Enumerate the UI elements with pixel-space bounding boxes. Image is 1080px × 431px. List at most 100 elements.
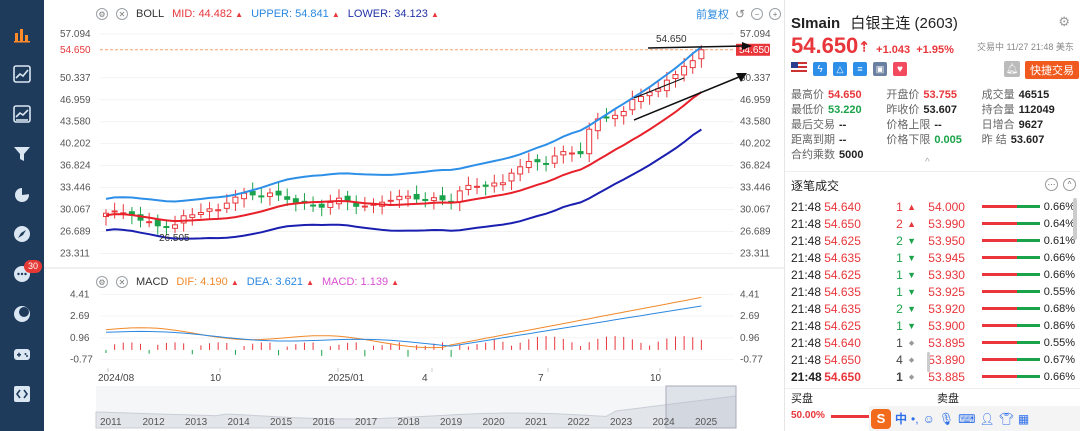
trend-icon[interactable] <box>10 62 34 86</box>
stat-label: 最高价 <box>791 89 824 101</box>
keyboard-icon[interactable]: ⌨ <box>958 411 976 426</box>
depth-bar <box>982 341 1041 344</box>
gamepad-icon[interactable] <box>10 342 34 366</box>
news-icon[interactable] <box>10 102 34 126</box>
person-icon[interactable]: 👤︎ <box>979 411 995 426</box>
trade-volume: 1 <box>896 267 903 282</box>
instrument-title: SImain 白银主连 (2603) <box>791 12 958 33</box>
boll-lower-value: 34.123 <box>394 8 428 20</box>
note-icon[interactable]: ▣ <box>873 62 887 76</box>
inner-scrollbar[interactable] <box>927 352 930 372</box>
settings-icon[interactable]: ⚙ <box>96 8 108 20</box>
trade-row[interactable]: 21:48 54.625 1 ▼ 53.900 0.86% <box>791 317 1075 334</box>
trade-row[interactable]: 21:48 54.635 2 ▼ 53.920 0.68% <box>791 300 1075 317</box>
trade-row[interactable]: 21:48 54.635 1 ▼ 53.925 0.55% <box>791 283 1075 300</box>
trades-list[interactable]: 21:48 54.640 1 ▲ 54.000 0.66% 21:48 54.650 2 ▲ 53.… <box>791 198 1075 385</box>
candle-up <box>586 128 593 155</box>
adjust-button[interactable]: 前复权 <box>696 9 729 21</box>
candle-up <box>620 110 627 117</box>
candle-up <box>551 155 558 164</box>
favorite-heart-icon[interactable]: ♥ <box>893 62 907 76</box>
trade-price: 54.635 <box>824 284 861 299</box>
candle-up <box>456 190 463 203</box>
filter-icon[interactable] <box>10 142 34 166</box>
price-tick-label: 46.959 <box>60 95 91 106</box>
quick-trade-button[interactable]: 快捷交易 <box>1025 61 1079 79</box>
candle-down <box>284 196 291 200</box>
depth-bar <box>982 256 1041 259</box>
trade-row[interactable]: 21:48 54.650 2 ▲ 53.990 0.64% <box>791 215 1075 232</box>
alert-icon[interactable]: △ <box>833 62 847 76</box>
depth-price: 53.950 <box>928 233 965 248</box>
trading-status: 交易中 11/27 21:48 美东 <box>977 42 1074 52</box>
sogou-logo-icon[interactable]: S <box>871 408 891 429</box>
time-axis-label: 4 <box>422 373 428 384</box>
reset-icon[interactable]: ↺ <box>735 7 746 21</box>
trades-scrollbar[interactable] <box>1073 198 1077 240</box>
settings-gear-icon[interactable]: ⚙ <box>1058 14 1070 29</box>
stats-grid: 最高价 54.650 开盘价 53.755 成交量 46515 最低价 53.220 昨收价 53… <box>791 88 1077 163</box>
macd-dea-line <box>105 305 702 347</box>
ime-language-label[interactable]: 中 <box>895 412 908 426</box>
bell-icon[interactable]: 🔔︎ <box>1004 61 1020 77</box>
punctuation-icon[interactable]: •, <box>911 411 919 426</box>
trade-row[interactable]: 21:48 54.640 1 ◆ 53.895 0.55% <box>791 334 1075 351</box>
macd-tick-label-right: 4.41 <box>740 289 760 300</box>
depth-percent: 0.67% <box>1043 353 1075 366</box>
expand-arrow-icon[interactable]: ^ <box>925 157 930 168</box>
buy-label: 买盘 <box>791 393 813 405</box>
macd-settings-icon[interactable]: ⚙ <box>96 276 108 288</box>
zoom-out-icon[interactable]: − <box>751 8 764 20</box>
close-icon[interactable]: ✕ <box>116 8 128 20</box>
trade-row[interactable]: 21:48 54.625 1 ▼ 53.930 0.66% <box>791 266 1075 283</box>
list-icon[interactable]: ≡ <box>853 62 867 76</box>
more-icon[interactable]: ⋯ <box>1045 178 1058 191</box>
depth-price: 53.900 <box>928 318 965 333</box>
trade-row[interactable]: 21:48 54.635 1 ▼ 53.945 0.66% <box>791 249 1075 266</box>
grid-icon[interactable]: ▦ <box>1017 411 1030 426</box>
stat-cell <box>886 148 981 163</box>
stats-row: 最后交易 -- 价格上限 -- 日增合 9627 <box>791 118 1077 133</box>
trade-time: 21:48 <box>791 352 822 367</box>
candle-up <box>629 99 636 111</box>
overview-year-label: 2020 <box>483 417 506 428</box>
shirt-icon[interactable]: 👕︎ <box>998 411 1014 426</box>
stats-row: 最高价 54.650 开盘价 53.755 成交量 46515 <box>791 88 1077 103</box>
macd-close-icon[interactable]: ✕ <box>116 276 128 288</box>
trade-volume: 2 <box>896 216 903 231</box>
trade-price: 54.640 <box>824 335 861 350</box>
zoom-in-icon[interactable]: + <box>769 8 782 20</box>
candle-down <box>163 226 170 229</box>
pie-icon[interactable] <box>10 182 34 206</box>
up-arrow-icon: ▲ <box>907 201 916 212</box>
depth-bar <box>982 324 1041 327</box>
candle-up <box>180 215 187 224</box>
mic-icon[interactable]: 🎙︎ <box>938 411 955 426</box>
trade-row[interactable]: 21:48 54.625 2 ▼ 53.950 0.61% <box>791 232 1075 249</box>
moon-icon[interactable] <box>10 302 34 326</box>
depth-bar <box>982 222 1041 225</box>
compass-icon[interactable] <box>10 222 34 246</box>
stat-value: 53.607 <box>1010 134 1045 146</box>
candle-up <box>223 202 230 209</box>
boll-mid-line <box>105 91 702 223</box>
flat-diamond-icon: ◆ <box>908 356 915 364</box>
lightning-icon[interactable]: ϟ <box>813 62 827 76</box>
trade-row[interactable]: 21:48 54.650 1 ◆ 53.885 0.66% <box>791 368 1075 385</box>
time-axis-label: 10 <box>650 373 662 384</box>
stat-cell: 昨收价 53.607 <box>886 103 981 118</box>
ime-toolbar: S 中 •, ☺ 🎙︎ ⌨ 👤︎ 👕︎ ▦ <box>869 406 1080 431</box>
depth-price: 53.895 <box>928 335 965 350</box>
candlestick-chart[interactable]: 57.094 50.337 46.959 43.580 40.202 36.824 33.4… <box>44 0 784 431</box>
boll-mid-label: MID: 44.482 ▲ <box>172 8 244 20</box>
bar-chart-icon[interactable] <box>10 22 34 46</box>
depth-price: 53.920 <box>928 301 965 316</box>
collapse-icon[interactable]: ^ <box>1063 178 1076 191</box>
trendline-mid <box>633 77 685 99</box>
emoji-icon[interactable]: ☺ <box>922 411 935 426</box>
overview-year-label: 2023 <box>610 417 633 428</box>
trade-row[interactable]: 21:48 54.640 1 ▲ 54.000 0.66% <box>791 198 1075 215</box>
trade-row[interactable]: 21:48 54.650 4 ◆ 53.890 0.67% <box>791 351 1075 368</box>
candle-down <box>577 151 584 155</box>
code-icon[interactable] <box>10 382 34 406</box>
